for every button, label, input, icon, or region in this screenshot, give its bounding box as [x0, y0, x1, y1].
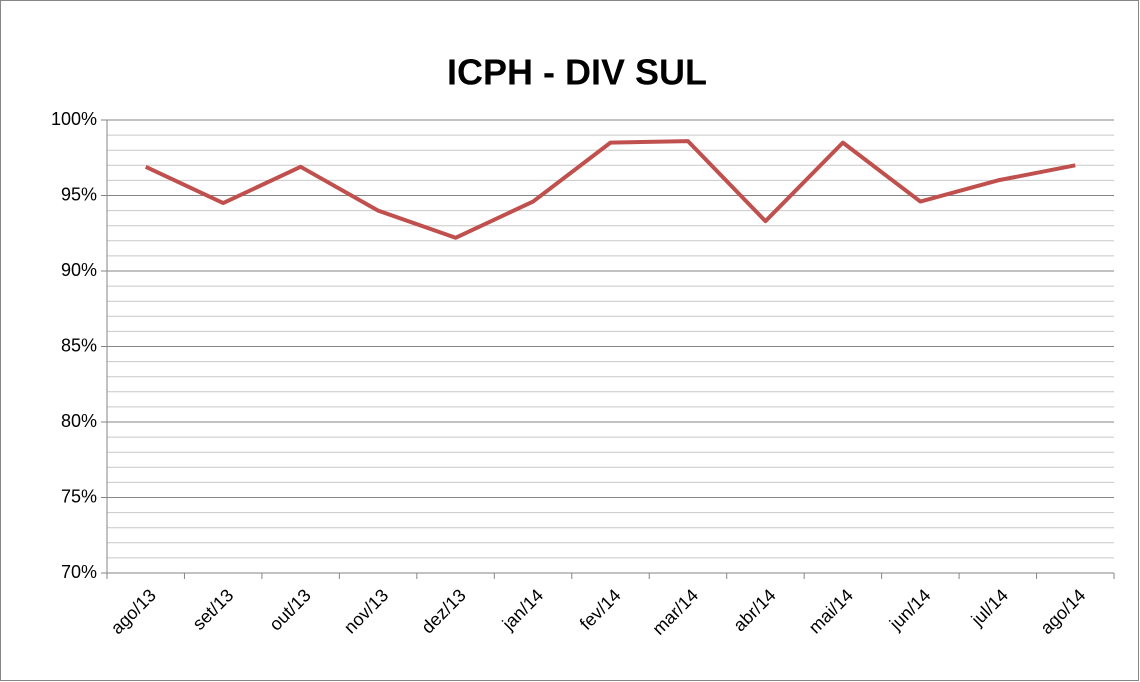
y-tick-label: 75% — [61, 486, 97, 506]
chart-title: ICPH - DIV SUL — [447, 52, 707, 93]
y-tick-label: 95% — [61, 184, 97, 204]
y-tick-label: 90% — [61, 260, 97, 280]
y-tick-label: 80% — [61, 411, 97, 431]
y-tick-label: 85% — [61, 335, 97, 355]
y-tick-label: 100% — [51, 109, 97, 129]
data-line — [144, 139, 1076, 240]
y-tick-label: 70% — [61, 562, 97, 582]
